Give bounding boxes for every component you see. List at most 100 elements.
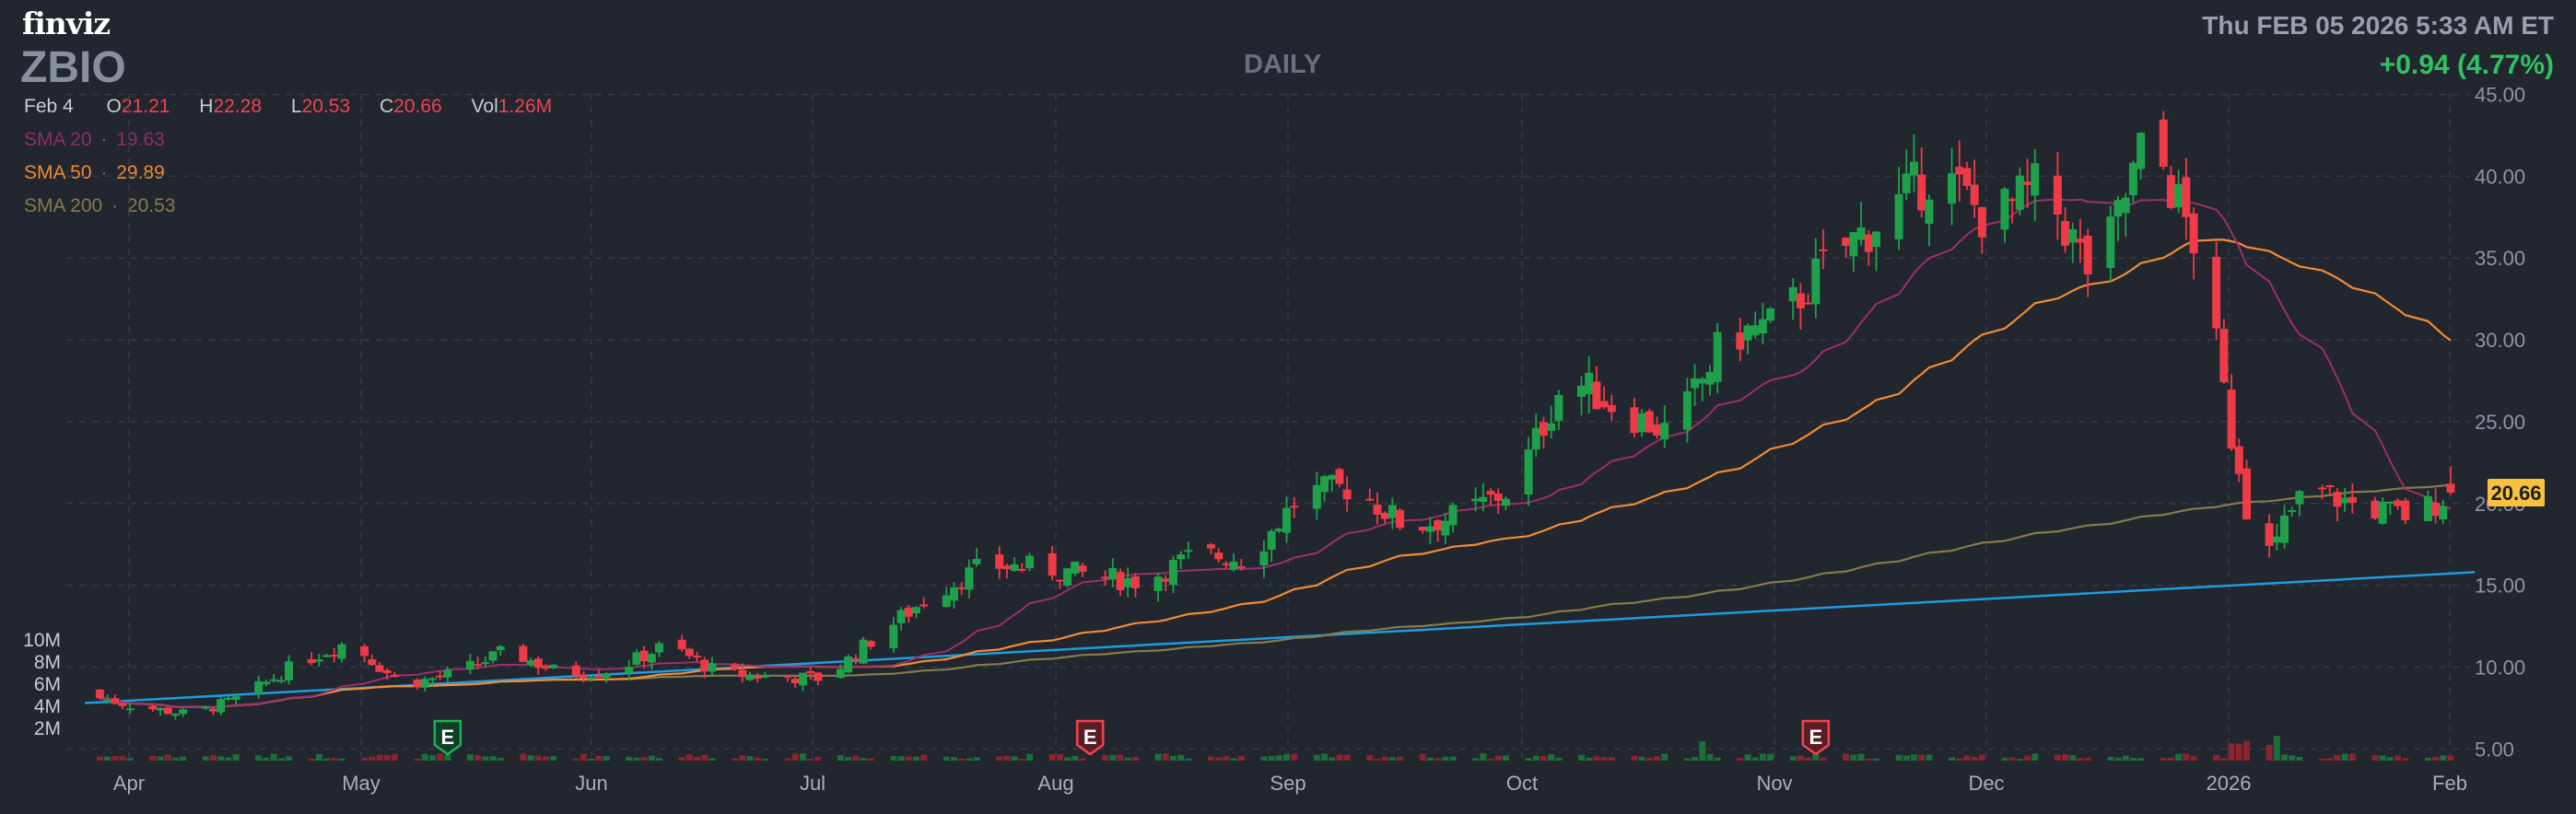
volume-bar	[1737, 757, 1744, 761]
volume-bar	[2228, 743, 2235, 761]
volume-bar	[943, 756, 950, 761]
sma-200-legend[interactable]: SMA 200 · 20.53	[24, 195, 175, 217]
candle-body	[254, 680, 263, 694]
volume-bar	[428, 755, 436, 761]
earnings-marker: E	[1075, 719, 1105, 756]
candle-body	[1335, 469, 1344, 484]
candle-body	[1804, 302, 1813, 305]
candle-body	[1607, 404, 1616, 413]
candle-body	[1274, 529, 1283, 531]
volume-bar	[202, 756, 209, 761]
volume-bar	[1449, 756, 1457, 761]
y-tick-label: 35.00	[2475, 247, 2525, 270]
candle-body	[798, 672, 807, 686]
sma-50-line	[100, 238, 2452, 709]
volume-bar	[1102, 754, 1109, 761]
candle-body	[156, 707, 165, 711]
volume-bar	[799, 753, 806, 761]
candle-body	[549, 664, 558, 669]
sma-50-legend[interactable]: SMA 50 · 29.89	[24, 162, 165, 184]
volume-bar	[1683, 758, 1691, 761]
volume-bar	[2296, 756, 2303, 761]
ohlc-date: Feb 4	[24, 96, 74, 117]
volume-bar	[1600, 757, 1608, 761]
price-change: +0.94 (4.77%)	[2379, 50, 2554, 80]
candle-body	[1660, 423, 1669, 440]
candle-body	[1441, 520, 1450, 536]
volume-bar	[2008, 757, 2016, 761]
candle-body	[1682, 391, 1692, 430]
candle-body	[1531, 427, 1540, 450]
volume-bar	[685, 754, 693, 761]
candle-body	[655, 643, 664, 653]
finviz-logo[interactable]: finviz	[22, 6, 111, 41]
volume-bar	[694, 756, 701, 761]
candle-body	[602, 673, 611, 678]
volume-bar	[1956, 758, 1963, 761]
volume-bar	[572, 758, 580, 761]
volume-bar	[996, 756, 1003, 761]
candle-body	[533, 658, 543, 669]
sma-20-label: SMA 20	[24, 129, 92, 150]
candle-body	[1788, 286, 1797, 302]
candle-body	[783, 675, 792, 678]
candle-body	[1894, 193, 1903, 239]
volume-bar	[2084, 757, 2091, 761]
volume-bar	[1397, 756, 1404, 761]
candle-body	[957, 587, 966, 589]
volume-bar	[1117, 754, 1124, 761]
candle-body	[337, 644, 346, 659]
candle-body	[118, 703, 127, 706]
candle-body	[1547, 423, 1556, 431]
volume-bar	[2160, 758, 2167, 761]
volume-bar	[2386, 757, 2394, 761]
candle-body	[1691, 378, 1700, 389]
candle-body	[2061, 221, 2070, 246]
volume-bar	[437, 753, 444, 761]
candle-body	[1342, 489, 1352, 500]
candle-body	[375, 665, 384, 672]
candle-body	[1736, 332, 1745, 350]
volume-bar	[648, 755, 655, 761]
volume-bar	[1230, 758, 1237, 761]
volume-bar	[1268, 755, 1275, 761]
last-price-tag	[2488, 479, 2545, 507]
candle-body	[896, 610, 906, 623]
volume-bar	[1850, 754, 1857, 761]
volume-bar	[1631, 755, 1638, 761]
x-tick-label: Aug	[1037, 772, 1073, 795]
volume-bar	[2077, 758, 2084, 761]
volume-bar	[1661, 753, 1669, 761]
volume-bar	[837, 755, 844, 761]
candle-body	[1108, 567, 1118, 580]
volume-bar	[2281, 754, 2289, 761]
volume-bar	[1949, 757, 1956, 761]
candle-body	[1168, 560, 1177, 586]
volume-bar	[180, 756, 187, 761]
volume-bar	[1366, 754, 1374, 761]
volume-bar	[920, 754, 928, 761]
candle-body	[1501, 498, 1510, 506]
volume-bar	[588, 758, 595, 761]
volume-bar	[1812, 753, 1820, 761]
candle-body	[2137, 133, 2146, 169]
candle-body	[390, 674, 399, 678]
candle-body	[1539, 422, 1548, 436]
candle-body	[814, 672, 823, 681]
volume-bar	[1978, 754, 1985, 761]
volume-bar	[263, 757, 270, 761]
volume-bar	[331, 758, 338, 761]
candle-body	[1585, 372, 1594, 395]
candle-body	[1554, 394, 1563, 422]
volume-bar	[111, 756, 119, 761]
timeframe-label[interactable]: DAILY	[1244, 50, 1322, 79]
volume-bar	[104, 756, 111, 761]
candle-body	[2121, 197, 2130, 214]
volume-bar	[1018, 759, 1025, 761]
volume-bar	[626, 756, 633, 761]
candle-body	[1002, 565, 1012, 570]
candle-body	[2068, 228, 2078, 243]
volume-bar	[1502, 755, 1509, 761]
candle-body	[443, 669, 452, 678]
